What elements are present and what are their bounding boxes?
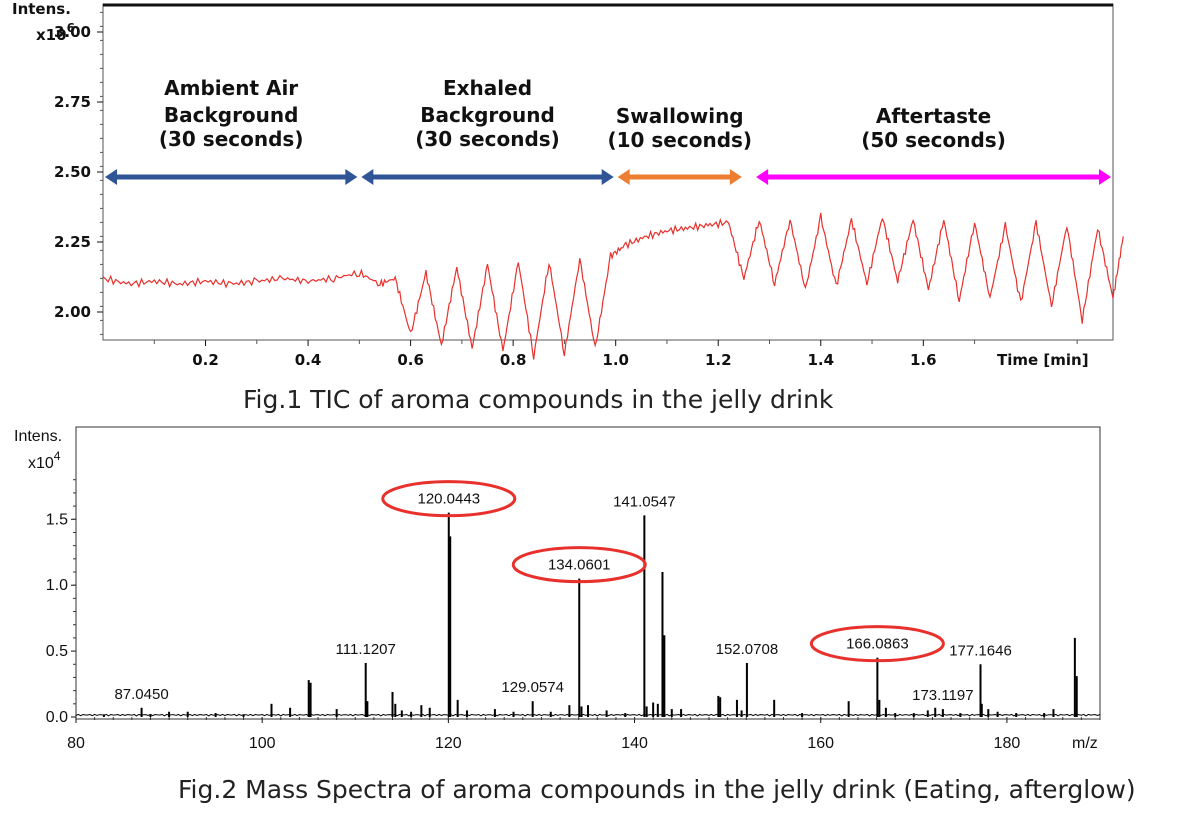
mass-spectrum-chart: Intens. x104 0.0 0.5 1.0 1.5 80 100 120 140 160… xyxy=(14,426,1101,752)
tic-x-tick-label: 0.2 xyxy=(192,351,219,369)
segment-arrow-head-left xyxy=(361,169,374,185)
ms-y-tick-label: 0.0 xyxy=(46,709,68,726)
tic-y-tick-label: 2.25 xyxy=(54,233,91,251)
ms-x-tick-label: 120 xyxy=(435,735,462,752)
ms-x-tick-label: 100 xyxy=(249,735,276,752)
segment-duration: (10 seconds) xyxy=(607,128,752,152)
ms-x-tick-label: 140 xyxy=(621,735,648,752)
segment-label: Aftertaste xyxy=(876,104,991,128)
segment-0: Ambient Air Background(30 seconds) xyxy=(105,76,358,185)
fig1-caption: Fig.1 TIC of aroma compounds in the jell… xyxy=(243,385,834,414)
ms-peak-label: 87.0450 xyxy=(114,686,168,703)
ms-peak-label: 173.1197 xyxy=(912,687,973,704)
segment-arrow-head-right xyxy=(729,169,742,185)
segment-arrow-head-left xyxy=(105,169,117,185)
fig2-caption: Fig.2 Mass Spectra of aroma compounds in… xyxy=(178,775,1136,804)
segment-duration: (30 seconds) xyxy=(159,127,304,151)
segment-1: Exhaled Background(30 seconds) xyxy=(361,76,614,185)
tic-y-tick-label: 2.00 xyxy=(54,303,91,321)
segment-label: Background xyxy=(420,103,555,127)
segment-duration: (30 seconds) xyxy=(415,127,560,151)
ms-peak-label: 166.0863 xyxy=(846,636,909,653)
segment-label: Exhaled xyxy=(443,76,532,100)
tic-yunit: x106 xyxy=(36,21,75,44)
ms-peaks xyxy=(75,512,1101,717)
tic-y-tick-label: 2.50 xyxy=(54,163,91,181)
tic-xlabel: Time [min] xyxy=(997,351,1089,369)
tic-y-tick-label: 3.00 xyxy=(54,23,91,41)
ms-y-tick-label: 0.5 xyxy=(46,643,68,660)
ms-y-tick-label: 1.5 xyxy=(46,511,68,528)
ms-x-tick-label: 80 xyxy=(67,735,85,752)
ms-peak-label: 111.1207 xyxy=(336,641,396,658)
segment-arrow-head-left xyxy=(756,169,769,185)
tic-x-tick-label: 0.6 xyxy=(397,351,424,369)
ms-plot-area xyxy=(75,426,1101,720)
ms-xlabel: m/z xyxy=(1072,735,1098,752)
tic-x-tick-label: 1.0 xyxy=(602,351,629,369)
ms-ylabel: Intens. xyxy=(14,428,62,445)
segment-3: Aftertaste(50 seconds) xyxy=(756,104,1111,185)
segment-arrow-head-right xyxy=(601,169,614,185)
ms-peak-label: 177.1646 xyxy=(949,642,1012,659)
ms-peak-label: 129.0574 xyxy=(501,679,564,696)
ms-peak-label: 134.0601 xyxy=(548,557,611,574)
tic-x-tick-label: 1.6 xyxy=(910,351,937,369)
tic-x-tick-label: 0.8 xyxy=(500,351,527,369)
tic-trace xyxy=(102,212,1124,360)
ms-x-tick-label: 180 xyxy=(994,735,1021,752)
tic-ylabel: Intens. xyxy=(12,0,71,18)
ms-highlight-ellipse xyxy=(809,625,945,663)
tic-x-axis: 0.2 0.4 0.6 0.8 1.0 1.2 1.4 1.6 xyxy=(153,340,1078,369)
segment-label: Ambient Air xyxy=(164,76,298,100)
tic-x-tick-label: 0.4 xyxy=(295,351,322,369)
ms-y-axis: 0.0 0.5 1.0 1.5 xyxy=(46,479,76,726)
tic-x-tick-label: 1.2 xyxy=(705,351,732,369)
ms-baseline-noise xyxy=(75,713,1101,717)
tic-chart: Intens. x106 2.00 2.25 2.50 2.75 3.00 0.2 0.4… xyxy=(12,0,1124,369)
tic-x-tick-label: 1.4 xyxy=(807,351,834,369)
tic-series-line xyxy=(102,212,1124,360)
segment-arrow-head-left xyxy=(617,169,630,185)
ms-peak-label: 141.0547 xyxy=(613,493,676,510)
ms-x-axis: 80 100 120 140 160 180 xyxy=(67,717,1101,752)
ms-highlight-ellipse xyxy=(381,480,517,518)
ms-peak-labels: 87.0450 111.1207 120.0443 129.0574 134.0601 1… xyxy=(114,480,1012,704)
ms-x-tick-label: 160 xyxy=(807,735,834,752)
segment-label: Background xyxy=(164,103,299,127)
segment-2: Swallowing(10 seconds) xyxy=(607,104,752,185)
ms-highlight-ellipse xyxy=(511,546,647,584)
segment-arrow-head-right xyxy=(1099,169,1111,185)
ms-y-tick-label: 1.0 xyxy=(46,577,68,594)
segment-label: Swallowing xyxy=(616,104,744,128)
tic-y-axis: 2.00 2.25 2.50 2.75 3.00 xyxy=(54,11,103,335)
ms-peak-label: 120.0443 xyxy=(417,491,480,508)
tic-y-tick-label: 2.75 xyxy=(54,93,91,111)
ms-yunit: x104 xyxy=(28,449,61,472)
segment-duration: (50 seconds) xyxy=(861,128,1006,152)
segment-arrow-head-right xyxy=(345,169,358,185)
ms-peak-label: 152.0708 xyxy=(716,641,779,658)
